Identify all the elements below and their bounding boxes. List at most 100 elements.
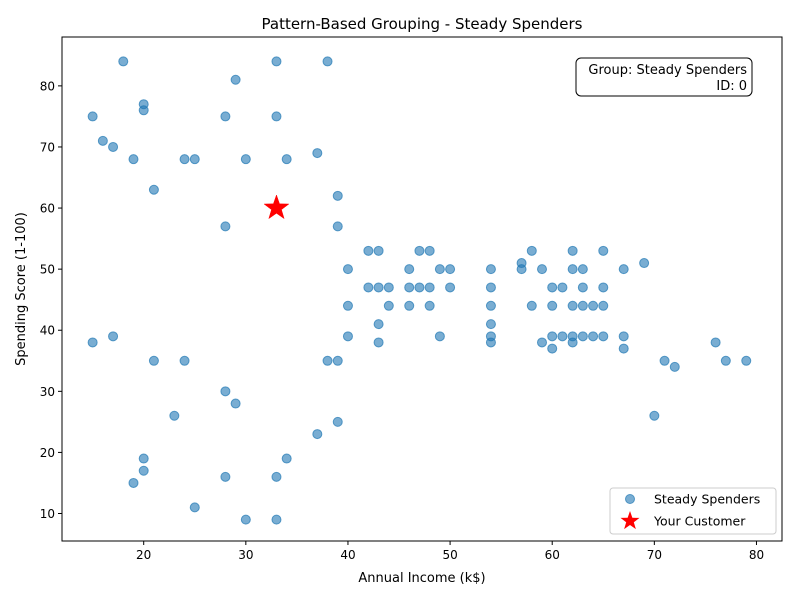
data-point <box>577 331 588 342</box>
data-point <box>332 355 343 366</box>
y-tick-label: 30 <box>40 385 55 399</box>
data-point <box>537 264 547 275</box>
data-point <box>342 300 353 311</box>
data-point <box>618 343 629 354</box>
data-point <box>148 184 159 195</box>
x-tick-label: 70 <box>647 548 662 562</box>
data-point <box>189 154 200 165</box>
data-point <box>87 111 98 122</box>
data-point <box>445 282 456 293</box>
data-point <box>485 264 496 275</box>
data-point <box>720 355 731 366</box>
customer-star-marker <box>263 194 290 220</box>
data-point <box>424 282 435 293</box>
data-point <box>567 245 578 256</box>
data-point <box>649 410 660 421</box>
x-tick-label: 60 <box>545 548 560 562</box>
data-point <box>312 148 323 159</box>
data-point <box>618 331 629 342</box>
data-point <box>230 74 241 85</box>
x-axis-label: Annual Income (k$) <box>358 571 485 586</box>
y-tick-label: 70 <box>40 140 55 154</box>
data-point <box>547 300 558 311</box>
data-point <box>485 319 496 330</box>
data-point <box>404 282 415 293</box>
data-point <box>577 300 588 311</box>
data-point <box>485 337 496 348</box>
data-point <box>312 429 323 440</box>
plot-area <box>87 56 752 525</box>
legend-marker-your-customer <box>620 511 640 530</box>
y-tick-label: 40 <box>40 324 55 338</box>
data-point <box>240 154 251 165</box>
data-point <box>669 361 680 372</box>
data-point <box>547 343 558 354</box>
data-point <box>281 453 292 464</box>
data-point <box>281 154 292 165</box>
legend-label-steady-spenders: Steady Spenders <box>654 492 760 507</box>
y-tick-label: 60 <box>40 202 55 216</box>
data-point <box>118 56 129 67</box>
info-group-label: Group: Steady Spenders <box>588 63 747 78</box>
data-point <box>414 245 425 256</box>
data-point <box>526 245 537 256</box>
data-point <box>373 245 384 256</box>
data-point <box>577 282 588 293</box>
data-point <box>240 514 251 525</box>
y-tick-label: 50 <box>40 263 55 277</box>
x-tick-label: 50 <box>442 548 457 562</box>
data-point <box>342 264 353 275</box>
data-point <box>363 245 374 256</box>
info-id-label: ID: 0 <box>716 79 747 94</box>
y-tick-label: 10 <box>40 507 55 521</box>
x-tick-label: 30 <box>238 548 253 562</box>
data-point <box>547 331 558 342</box>
data-point <box>567 300 578 311</box>
y-axis: 10 20 30 40 50 60 70 80 <box>40 79 62 521</box>
info-box: Group: Steady Spenders ID: 0 <box>575 57 753 97</box>
data-point <box>424 245 435 256</box>
data-point <box>179 355 190 366</box>
data-point <box>424 300 435 311</box>
legend-marker-steady-spenders <box>625 494 635 504</box>
legend-star-icon <box>620 511 640 530</box>
data-point <box>220 386 231 397</box>
data-point <box>537 337 547 348</box>
data-point <box>598 245 609 256</box>
data-point <box>138 465 149 476</box>
data-point <box>598 282 609 293</box>
y-tick-label: 80 <box>40 79 55 93</box>
data-point <box>373 319 384 330</box>
data-point <box>220 471 231 482</box>
axes-frame <box>61 36 783 542</box>
data-point <box>332 221 343 232</box>
data-point <box>547 282 558 293</box>
data-point <box>557 282 568 293</box>
legend: Steady Spenders Your Customer <box>609 487 777 535</box>
data-point <box>516 264 527 275</box>
data-point <box>271 111 282 122</box>
data-point <box>373 337 384 348</box>
legend-label-your-customer: Your Customer <box>653 514 746 529</box>
x-tick-label: 20 <box>136 548 151 562</box>
info-box-frame <box>575 57 753 97</box>
data-point <box>169 410 180 421</box>
legend-frame <box>609 487 777 535</box>
data-point <box>383 300 394 311</box>
data-point <box>271 471 282 482</box>
data-point <box>332 190 343 201</box>
data-point <box>108 141 119 152</box>
chart-title: Pattern-Based Grouping - Steady Spenders <box>262 15 583 33</box>
data-point <box>179 154 190 165</box>
x-axis: 20 30 40 50 60 70 80 <box>136 541 764 562</box>
data-point <box>138 453 149 464</box>
data-point <box>404 264 415 275</box>
data-point <box>588 331 599 342</box>
data-point <box>322 355 333 366</box>
data-point <box>383 282 394 293</box>
data-point <box>618 264 629 275</box>
data-point <box>445 264 456 275</box>
data-point <box>598 300 609 311</box>
data-point <box>97 135 108 146</box>
